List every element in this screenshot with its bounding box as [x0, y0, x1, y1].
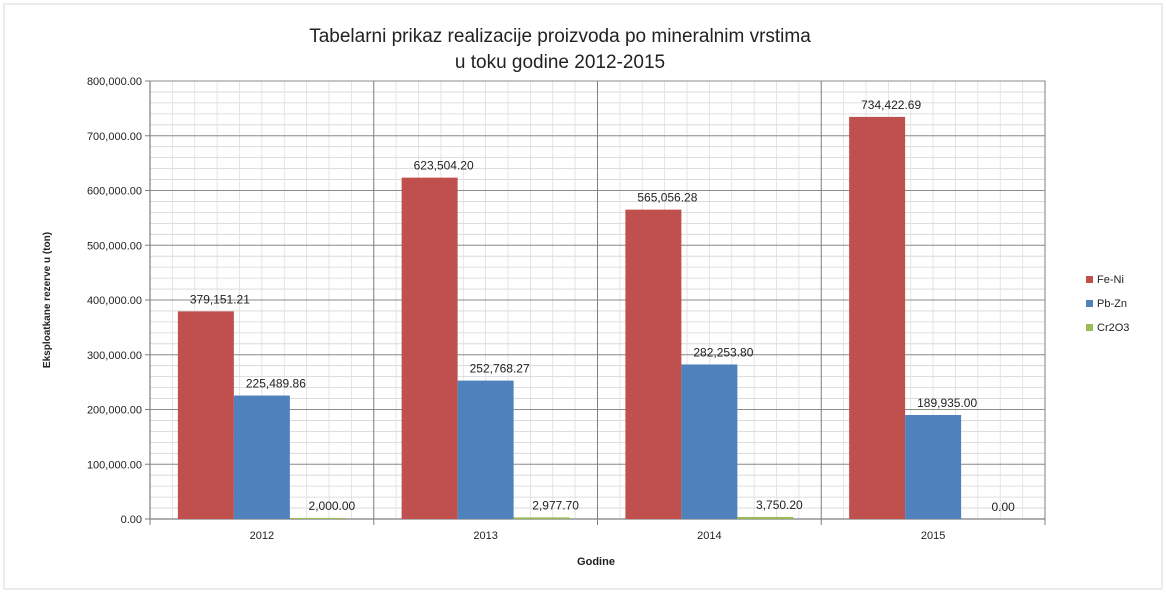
data-label: 282,253.80: [693, 345, 753, 359]
bar-fe-ni-2014: [625, 209, 682, 519]
legend: Fe-Ni Pb-Zn Cr2O3: [1086, 274, 1129, 334]
bars: [177, 116, 962, 520]
y-tick-label: 300,000.00: [87, 350, 142, 362]
bar-cr2o3-2012: [289, 517, 346, 519]
legend-label: Pb-Zn: [1097, 298, 1127, 310]
bar-fe-ni-2015: [849, 116, 906, 520]
legend-label: Cr2O3: [1097, 322, 1129, 334]
data-label: 0.00: [991, 500, 1015, 514]
y-tick-label: 800,000.00: [87, 76, 142, 88]
x-tick-label: 2012: [250, 530, 274, 542]
y-tick-label: 500,000.00: [87, 240, 142, 252]
x-tick-label: 2015: [921, 530, 945, 542]
y-tick-label: 600,000.00: [87, 186, 142, 198]
y-tick-label: 0.00: [121, 514, 142, 526]
bar-cr2o3-2014: [737, 516, 794, 519]
bar-cr2o3-2013: [513, 517, 570, 519]
x-tick-label: 2013: [473, 530, 497, 542]
legend-label: Fe-Ni: [1097, 274, 1124, 286]
y-tick-label: 400,000.00: [87, 295, 142, 307]
y-tick-label: 200,000.00: [87, 405, 142, 417]
data-labels: 379,151.21 623,504.20 565,056.28 734,422.69…: [190, 98, 1015, 514]
data-label: 734,422.69: [861, 98, 921, 112]
data-label: 189,935.00: [917, 396, 977, 410]
data-label: 623,504.20: [414, 159, 474, 173]
data-label: 225,489.86: [246, 377, 306, 391]
x-tick-label: 2014: [697, 530, 721, 542]
bar-pb-zn-2013: [457, 380, 514, 519]
x-axis-label: Godine: [577, 556, 615, 568]
legend-swatch: [1086, 276, 1093, 283]
chart-subtitle: u toku godine 2012-2015: [455, 52, 665, 73]
y-axis-label: Eksploatkane rezerve u (ton): [42, 232, 53, 368]
y-tick-label: 100,000.00: [87, 459, 142, 471]
data-label: 2,977.70: [532, 498, 579, 512]
chart-title: Tabelarni prikaz realizacije proizvoda p…: [309, 26, 811, 47]
data-label: 565,056.28: [637, 191, 697, 205]
data-label: 379,151.21: [190, 292, 250, 306]
legend-swatch: [1086, 324, 1093, 331]
data-label: 252,768.27: [470, 362, 530, 376]
bar-pb-zn-2014: [681, 364, 738, 519]
bar-pb-zn-2012: [233, 395, 290, 519]
bar-fe-ni-2013: [401, 177, 458, 519]
bar-fe-ni-2012: [177, 311, 234, 519]
y-tick-label: 700,000.00: [87, 131, 142, 143]
data-label: 2,000.00: [309, 499, 356, 513]
legend-swatch: [1086, 300, 1093, 307]
bar-pb-zn-2015: [905, 415, 962, 519]
data-label: 3,750.20: [756, 498, 803, 512]
